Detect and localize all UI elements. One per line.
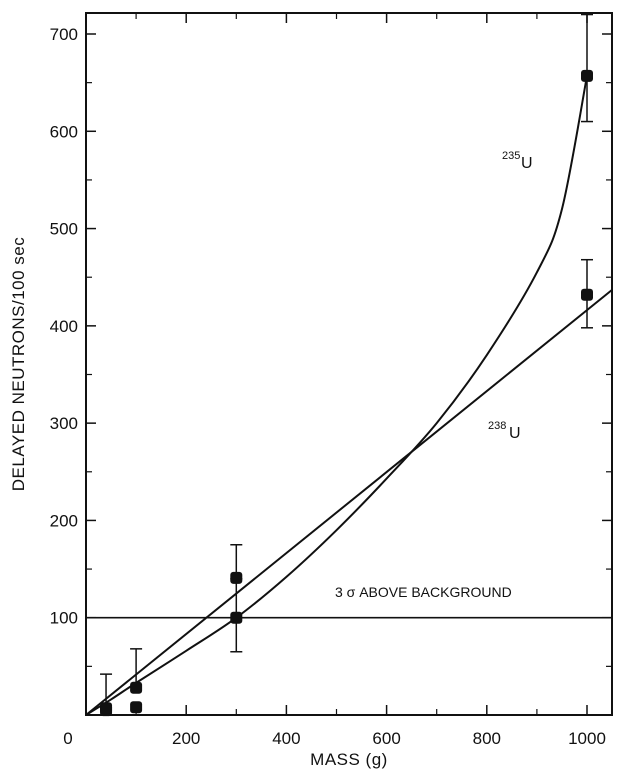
y-tick-label: 100 — [50, 609, 78, 628]
series-label-238U-element: U — [509, 425, 521, 442]
plot-frame — [85, 12, 613, 716]
y-tick-label: 500 — [50, 220, 78, 239]
series-label-235U: 235 U — [502, 150, 533, 172]
threshold-label: 3 σ ABOVE BACKGROUND — [335, 584, 512, 600]
data-point-238U — [100, 702, 113, 715]
data-point-235U — [581, 69, 593, 82]
axis-ticks — [85, 13, 612, 715]
x-tick-labels: 0 200 400 600 800 1000 — [63, 729, 606, 748]
data-point-238U — [130, 681, 143, 694]
y-axis-label: DELAYED NEUTRONS/100 sec — [9, 237, 28, 491]
x-axis-label: MASS (g) — [310, 750, 388, 769]
data-point-238U — [230, 571, 243, 584]
series-label-235U-mass: 235 — [502, 150, 520, 162]
data-point-238U — [581, 288, 593, 301]
x-tick-label: 200 — [172, 729, 200, 748]
x-tick-label: 0 — [63, 729, 72, 748]
x-tick-label: 800 — [473, 729, 501, 748]
series-label-238U: 238 U — [488, 420, 521, 442]
data-point-235U — [130, 701, 143, 714]
fit-curve-235U — [85, 75, 588, 716]
fit-curve-238U — [85, 289, 613, 716]
y-tick-label: 400 — [50, 317, 78, 336]
fit-curves — [85, 75, 613, 716]
x-tick-label: 1000 — [568, 729, 606, 748]
y-tick-label: 600 — [50, 122, 78, 141]
y-tick-labels: 100 200 300 400 500 600 700 — [50, 25, 78, 628]
data-point-235U — [230, 611, 243, 624]
error-bars — [100, 13, 593, 709]
x-tick-label: 400 — [272, 729, 300, 748]
y-tick-label: 300 — [50, 414, 78, 433]
series-label-238U-mass: 238 — [488, 420, 506, 432]
y-tick-label: 200 — [50, 511, 78, 530]
x-tick-label: 600 — [372, 729, 400, 748]
data-points — [100, 69, 593, 717]
y-tick-label: 700 — [50, 25, 78, 44]
series-label-235U-element: U — [521, 155, 533, 172]
